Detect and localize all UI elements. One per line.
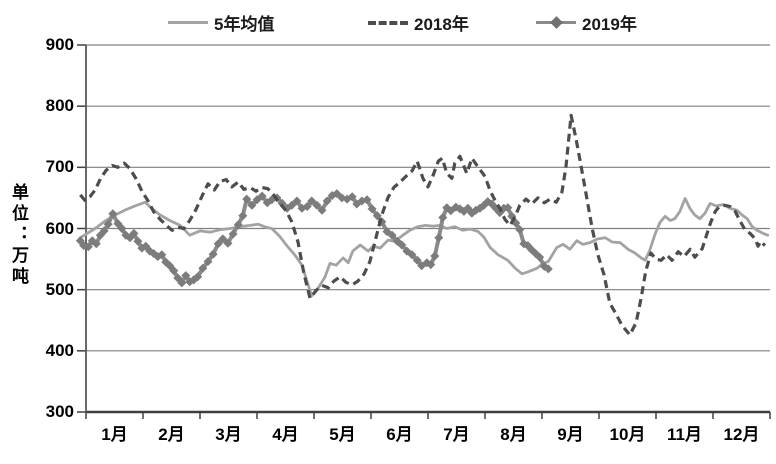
y-axis-label-500: 500 [45,279,74,299]
legend-label-2018: 2018年 [414,15,469,34]
y-axis-label-300: 300 [45,402,74,421]
legend-item-2019: 2019年 [536,10,637,35]
dashed-line-swatch-icon [368,20,408,25]
x-axis-label-7: 7月 [443,425,470,444]
x-axis-label-11: 11月 [667,425,702,444]
x-axis-label-2: 2月 [158,425,185,444]
x-axis-label-9: 9月 [557,425,584,444]
solid-line-swatch-icon [168,21,208,24]
series-line-2018 [79,113,767,337]
x-axis-label-4: 4月 [272,425,299,444]
x-axis-label-12: 12月 [723,425,760,444]
legend-label-5yr-avg: 5年均值 [214,15,275,34]
y-axis-label-700: 700 [45,157,74,177]
y-axis-label-900: 900 [45,35,74,54]
y-axis-label-400: 400 [45,340,74,360]
x-axis-label-3: 3月 [215,425,242,444]
x-axis-label-10: 10月 [609,425,646,444]
y-axis-label-800: 800 [45,96,74,116]
legend-item-2018: 2018年 [368,10,469,35]
y-axis-label-600: 600 [45,218,74,238]
legend-label-2019: 2019年 [582,15,637,34]
x-axis-label-1: 1月 [101,425,128,444]
x-axis-label-5: 5月 [329,425,356,444]
diamond-line-swatch-icon [536,16,576,29]
legend: 5年均值 2018年 2019年 [0,8,776,36]
legend-item-5yr-avg: 5年均值 [168,10,274,35]
y-axis-unit-label: 单位：万吨 [9,183,28,288]
x-axis-label-8: 8月 [500,425,527,444]
series-line-5yr-avg [78,197,770,298]
x-axis-label-6: 6月 [386,425,413,444]
